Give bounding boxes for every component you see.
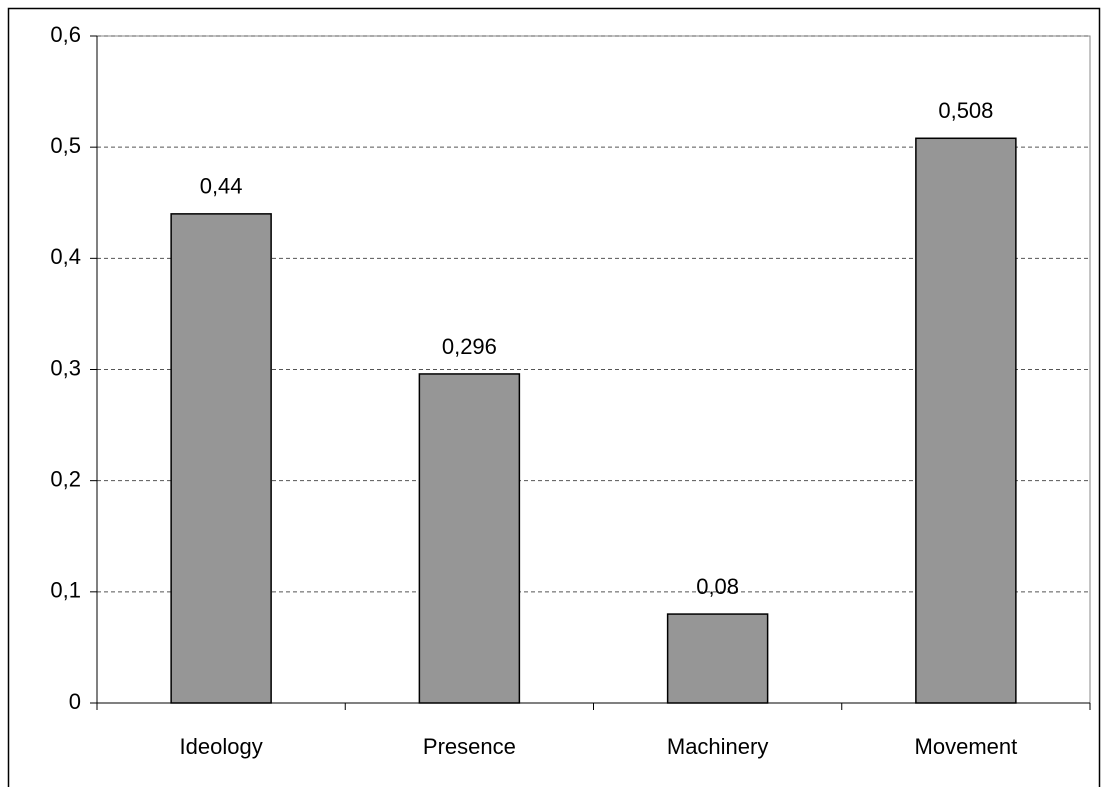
x-tick-label: Movement [915,734,1018,759]
data-label: 0,08 [696,574,739,599]
x-tick-label: Machinery [667,734,768,759]
y-tick-label: 0,6 [50,22,81,47]
x-tick-label: Ideology [180,734,263,759]
data-label: 0,296 [442,334,497,359]
y-tick-label: 0,1 [50,578,81,603]
data-label: 0,508 [938,98,993,123]
bar [666,613,769,704]
bar [915,137,1017,704]
y-tick-label: 0,3 [50,355,81,380]
data-label: 0,44 [200,174,243,199]
bar [170,213,272,704]
y-tick-label: 0 [69,689,81,714]
y-tick-label: 0,4 [50,244,81,269]
y-tick-label: 0,5 [50,133,81,158]
y-tick-label: 0,2 [50,466,81,491]
chart-frame [7,7,1101,787]
x-tick-label: Presence [423,734,516,759]
bar [418,373,521,704]
